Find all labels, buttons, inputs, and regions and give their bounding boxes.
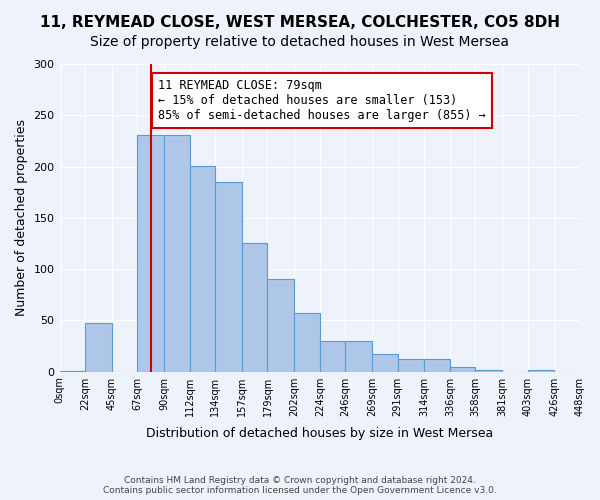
- Bar: [528, 370, 554, 372]
- Bar: [346, 341, 372, 372]
- Bar: [320, 341, 346, 372]
- Bar: [424, 360, 450, 372]
- Bar: [59, 370, 85, 372]
- X-axis label: Distribution of detached houses by size in West Mersea: Distribution of detached houses by size …: [146, 427, 493, 440]
- Text: Size of property relative to detached houses in West Mersea: Size of property relative to detached ho…: [91, 35, 509, 49]
- Bar: [164, 135, 190, 372]
- Bar: [85, 324, 112, 372]
- Bar: [190, 166, 215, 372]
- Bar: [268, 280, 294, 372]
- Bar: [294, 313, 320, 372]
- Y-axis label: Number of detached properties: Number of detached properties: [15, 120, 28, 316]
- Bar: [450, 366, 475, 372]
- Text: Contains HM Land Registry data © Crown copyright and database right 2024.
Contai: Contains HM Land Registry data © Crown c…: [103, 476, 497, 495]
- Bar: [242, 244, 268, 372]
- Bar: [475, 370, 502, 372]
- Bar: [137, 135, 164, 372]
- Text: 11 REYMEAD CLOSE: 79sqm
← 15% of detached houses are smaller (153)
85% of semi-d: 11 REYMEAD CLOSE: 79sqm ← 15% of detache…: [158, 80, 486, 122]
- Bar: [372, 354, 398, 372]
- Text: 11, REYMEAD CLOSE, WEST MERSEA, COLCHESTER, CO5 8DH: 11, REYMEAD CLOSE, WEST MERSEA, COLCHEST…: [40, 15, 560, 30]
- Bar: [398, 360, 424, 372]
- Bar: [215, 182, 242, 372]
